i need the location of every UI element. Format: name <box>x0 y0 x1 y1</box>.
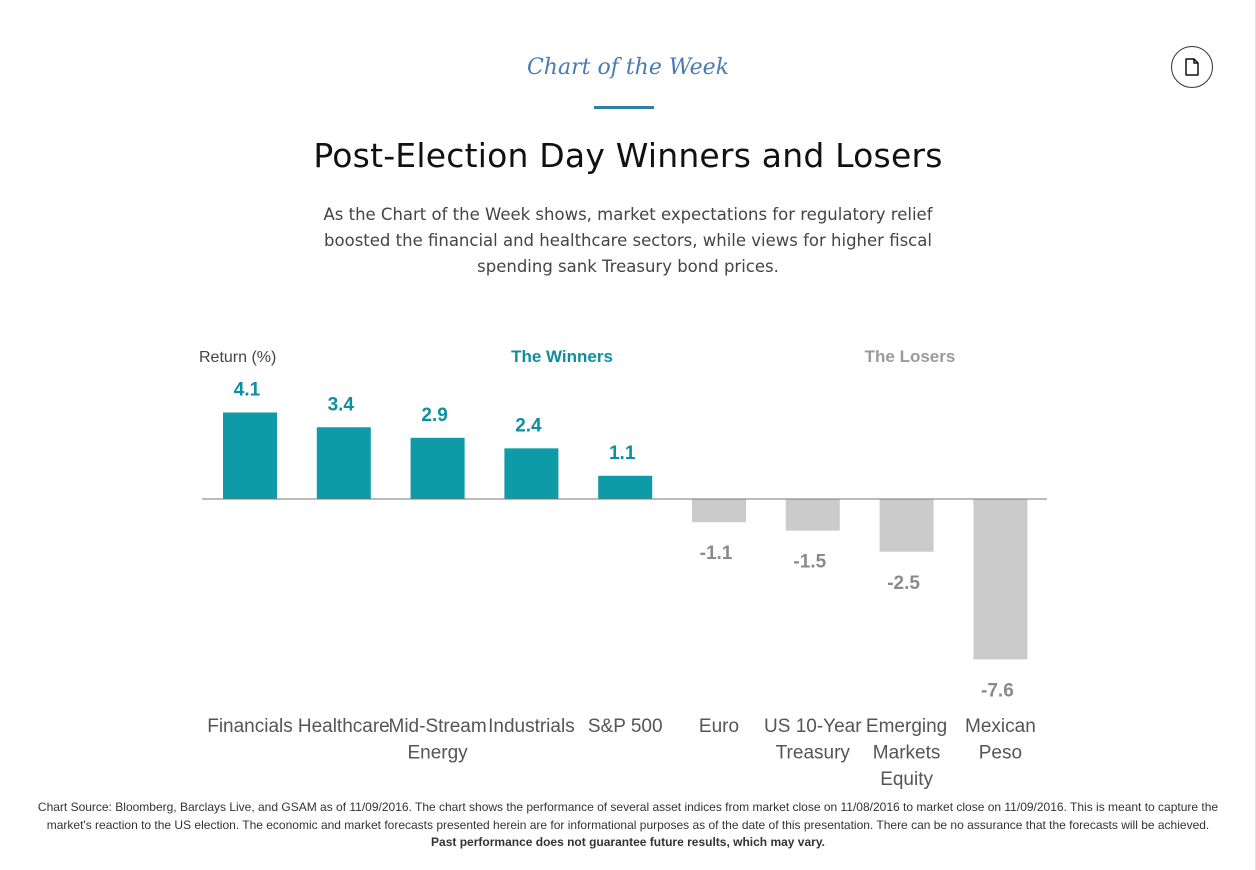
value-label-2: 2.9 <box>421 405 447 426</box>
value-label-1: 3.4 <box>328 394 355 415</box>
value-label-4: 1.1 <box>609 443 636 464</box>
category-label-5: Euro <box>699 716 739 737</box>
category-label-7: Emerging Markets Equity <box>866 716 947 790</box>
category-label-6: US 10-Year Treasury <box>764 716 862 764</box>
bar-2 <box>410 437 465 499</box>
bar-3 <box>504 448 559 499</box>
category-label-3: Industrials <box>488 716 575 737</box>
winners-group-label: The Winners <box>511 347 613 366</box>
category-label-2: Mid-Stream Energy <box>389 716 487 764</box>
losers-group-label: The Losers <box>865 347 956 366</box>
bar-6 <box>785 499 840 531</box>
value-label-6: -1.5 <box>793 552 826 573</box>
footnote-source-text: Chart Source: Bloomberg, Barclays Live, … <box>37 800 1219 832</box>
y-axis-label: Return (%) <box>199 349 276 366</box>
value-labels-group: 4.1 3.4 2.9 2.4 1.1 -1.1 -1.5 -2.5 -7.6 <box>234 379 1014 701</box>
intro-paragraph: As the Chart of the Week shows, market e… <box>323 205 933 276</box>
value-label-3: 2.4 <box>515 415 542 436</box>
bar-chart: Return (%) The Winners The Losers 4.1 3.4… <box>199 347 1047 790</box>
bar-1 <box>316 427 371 499</box>
value-label-7: -2.5 <box>887 573 920 594</box>
kicker-label: Chart of the Week <box>526 55 730 80</box>
value-label-0: 4.1 <box>234 379 261 400</box>
bar-5 <box>692 499 746 523</box>
category-label-8: Mexican Peso <box>965 716 1036 764</box>
footnote-disclaimer: Past performance does not guarantee futu… <box>431 835 825 849</box>
bars-group <box>223 412 1028 660</box>
bar-4 <box>598 475 653 499</box>
category-label-1: Healthcare <box>298 716 390 737</box>
category-label-4: S&P 500 <box>588 716 663 737</box>
document-button[interactable] <box>1171 46 1213 88</box>
chart-footnote: Chart Source: Bloomberg, Barclays Live, … <box>20 799 1236 852</box>
bar-0 <box>223 412 277 499</box>
document-icon <box>1185 58 1199 76</box>
bar-8 <box>973 499 1028 660</box>
kicker-underline <box>594 106 654 109</box>
bar-7 <box>879 499 934 552</box>
value-label-8: -7.6 <box>981 680 1014 701</box>
value-label-5: -1.1 <box>700 543 733 564</box>
category-label-0: Financials <box>207 716 293 737</box>
page-title: Post-Election Day Winners and Losers <box>313 136 943 175</box>
